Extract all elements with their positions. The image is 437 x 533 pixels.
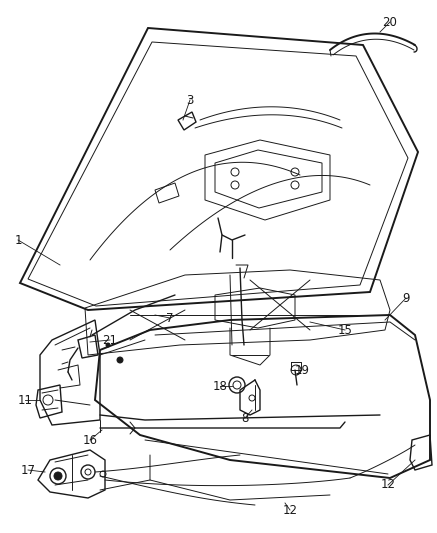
Text: 8: 8	[241, 411, 249, 424]
Text: 3: 3	[186, 93, 194, 107]
Text: 12: 12	[282, 504, 298, 516]
Text: 9: 9	[402, 292, 410, 304]
Circle shape	[117, 357, 123, 363]
Text: 15: 15	[337, 324, 352, 336]
Text: 17: 17	[21, 464, 35, 477]
Text: 16: 16	[83, 433, 97, 447]
Text: 7: 7	[166, 311, 174, 325]
Circle shape	[54, 472, 62, 480]
Text: 18: 18	[212, 379, 227, 392]
Text: 1: 1	[14, 233, 22, 246]
Text: 12: 12	[381, 479, 395, 491]
Circle shape	[106, 343, 110, 347]
Text: 11: 11	[17, 393, 32, 407]
Text: 21: 21	[103, 334, 118, 346]
Text: 20: 20	[382, 15, 397, 28]
Text: 19: 19	[295, 364, 309, 376]
